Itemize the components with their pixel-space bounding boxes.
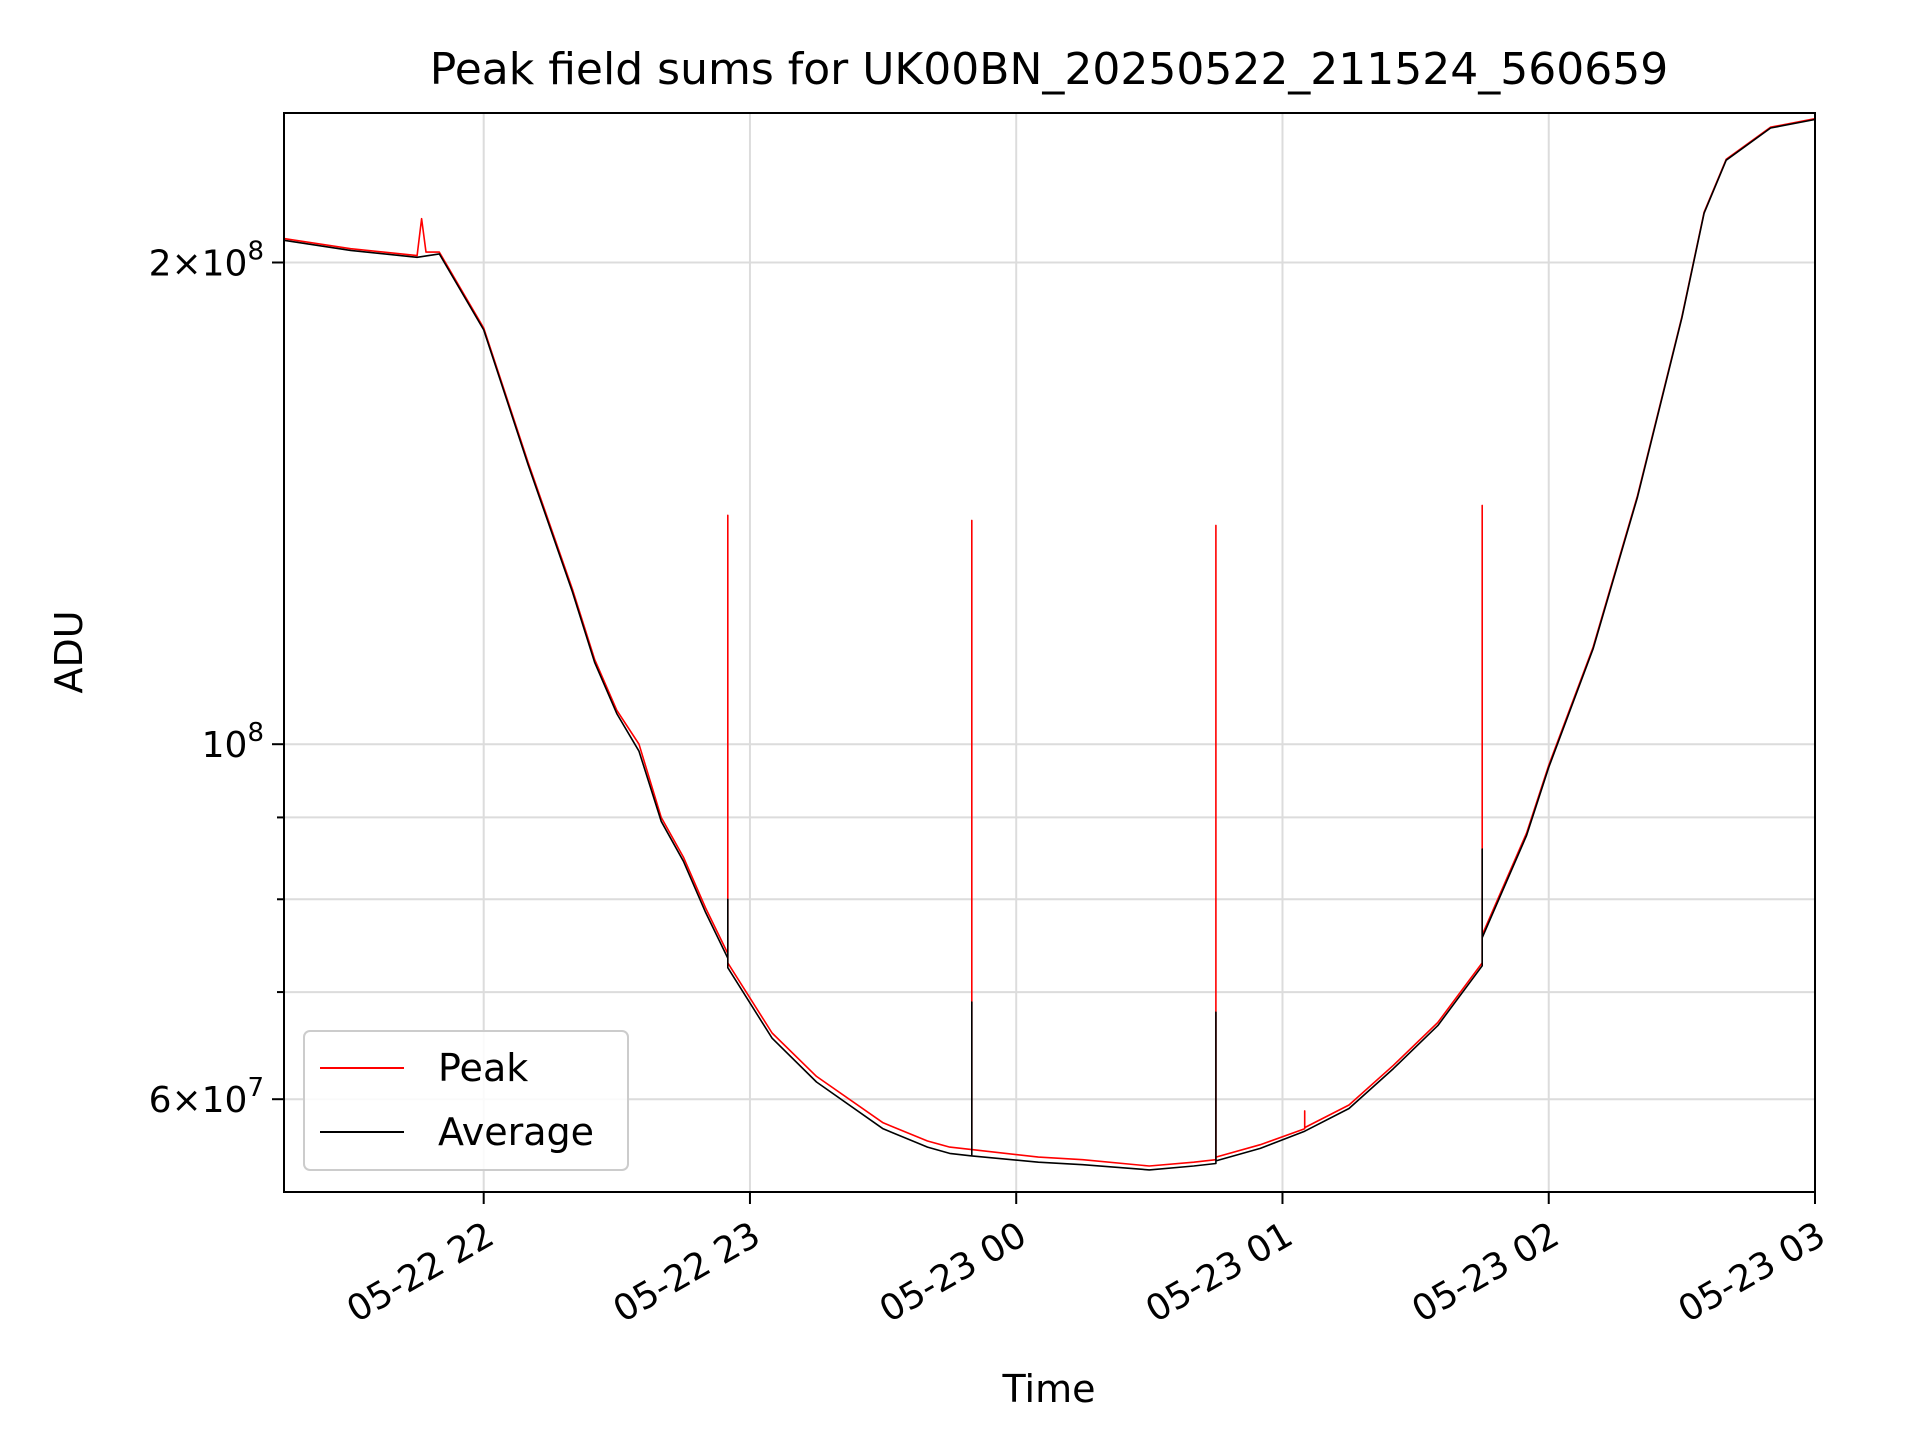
legend: Peak Average [303, 1030, 629, 1171]
legend-box [303, 1030, 629, 1171]
x-axis-label: Time [1002, 1367, 1096, 1411]
series-line-average [283, 118, 1816, 1171]
series-layer [283, 117, 1816, 1171]
legend-peak-label: Peak [438, 1046, 528, 1090]
y-tick-label: 2×108 [149, 236, 264, 284]
plot-frame [283, 112, 1816, 1193]
y-tick-label: 6×107 [149, 1073, 264, 1121]
y-axis: 6×107 108 2×108 [149, 236, 284, 1121]
chart-title: Peak field sums for UK00BN_20250522_2115… [430, 44, 1669, 95]
legend-average-label: Average [438, 1110, 594, 1154]
series-line-peak [283, 117, 1816, 1167]
y-tick-label: 108 [202, 718, 264, 766]
y-axis-label: ADU [47, 610, 91, 693]
